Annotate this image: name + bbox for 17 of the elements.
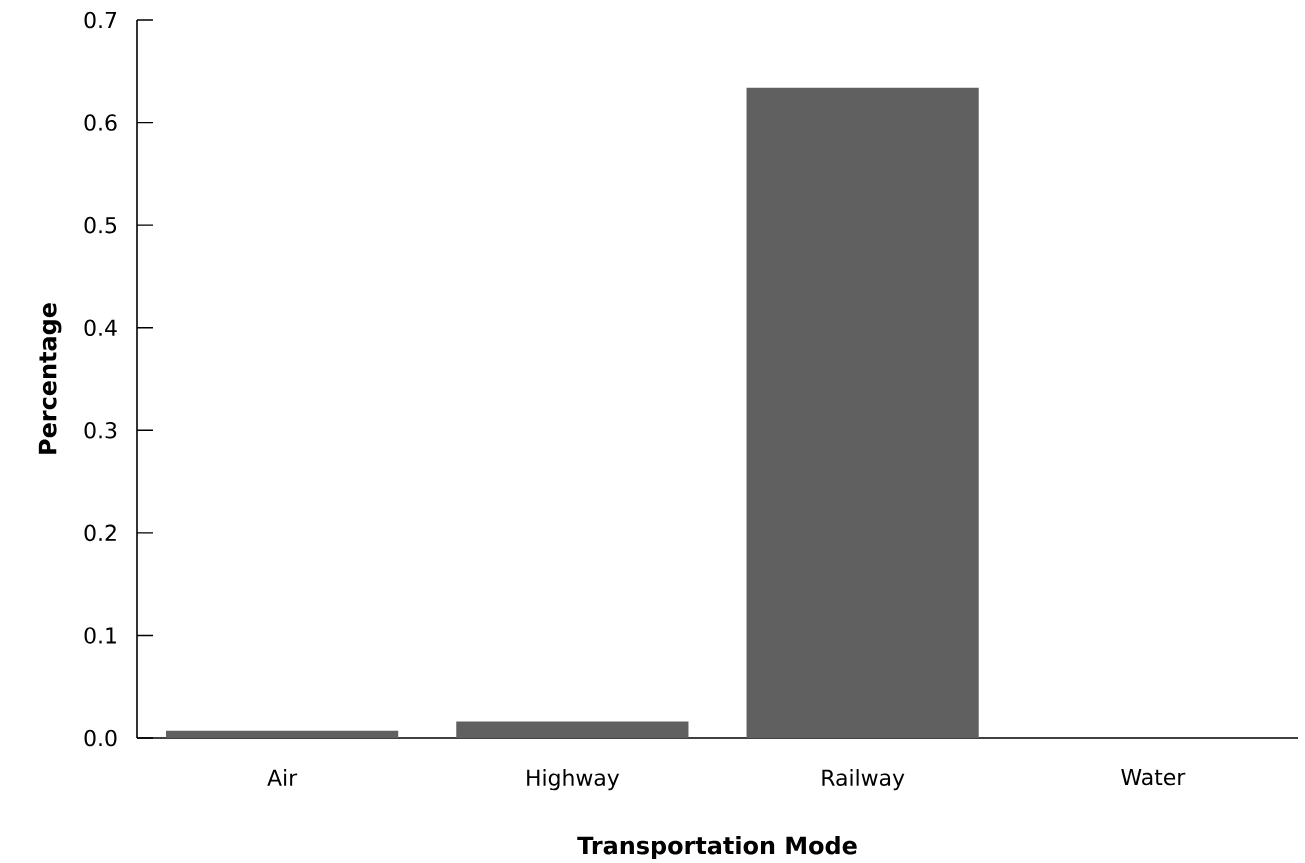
- y-tick-label: 0.0: [84, 729, 117, 747]
- bar: [166, 730, 399, 738]
- x-tick-label: Railway: [822, 769, 905, 791]
- y-tick-label: 0.7: [84, 11, 117, 29]
- y-tick-label: 0.1: [84, 627, 116, 644]
- y-tick-label: 0.6: [84, 114, 117, 131]
- x-axis-title: Transportation Mode: [577, 835, 857, 860]
- bar: [746, 87, 979, 738]
- y-axis-title: Percentage: [38, 303, 62, 454]
- y-tick-label: 0.4: [84, 319, 117, 337]
- y-tick-label: 0.2: [84, 524, 116, 542]
- x-tick-label: Air: [267, 769, 298, 786]
- y-tick-label: 0.3: [84, 422, 117, 439]
- y-tick-label: 0.5: [84, 216, 117, 234]
- x-tick-label: Water: [1121, 769, 1186, 786]
- bar: [456, 721, 689, 738]
- x-tick-label: Highway: [527, 769, 620, 791]
